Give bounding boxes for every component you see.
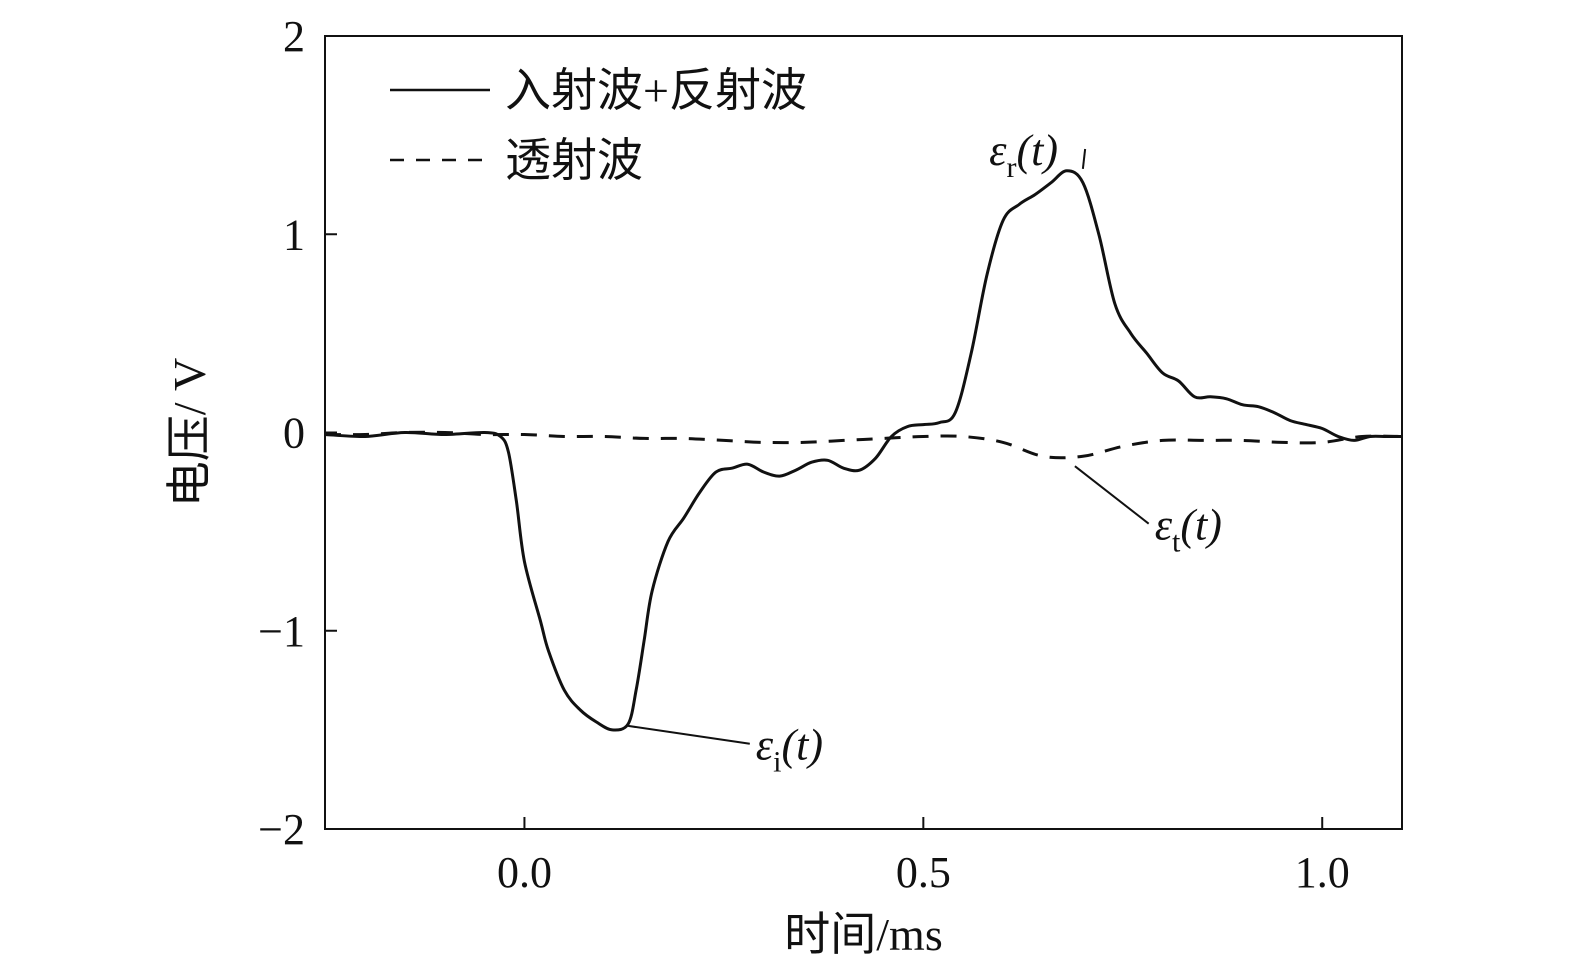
legend-label-series-0: 入射波+反射波 [505, 65, 807, 116]
tick-layer: 0.0 0.5 1.0 2 1 0 −1 −2 [258, 12, 1350, 897]
x-axis-title: 时间/ms [784, 909, 942, 960]
annotation-label-r: εr(t) [989, 126, 1058, 184]
x-tick-label: 1.0 [1295, 848, 1350, 897]
x-tick-label: 0.5 [896, 848, 951, 897]
series-line-1 [324, 430, 1403, 460]
legend-label-series-1: 透射波 [505, 135, 643, 186]
annotation-layer: εi(t) εr(t) εt(t) [628, 126, 1222, 779]
y-tick-label: 2 [283, 12, 305, 61]
series-layer [324, 169, 1403, 732]
legend: 入射波+反射波 透射波 [390, 65, 807, 186]
annotation-label-i: εi(t) [756, 721, 823, 779]
plot-area-frame [324, 35, 1403, 830]
y-axis-title: 电压/ V [164, 358, 215, 508]
x-tick-label: 0.0 [497, 848, 552, 897]
series-line-0 [324, 169, 1402, 732]
y-tick-label: −2 [258, 805, 305, 854]
annotation-leader-t [1074, 465, 1150, 525]
y-tick-label: 1 [283, 210, 305, 259]
annotation-label-t: εt(t) [1155, 501, 1222, 559]
y-tick-label: 0 [283, 409, 305, 458]
y-tick-label: −1 [258, 607, 305, 656]
annotation-leader-r [1081, 148, 1087, 169]
annotation-leader-i [628, 724, 750, 745]
